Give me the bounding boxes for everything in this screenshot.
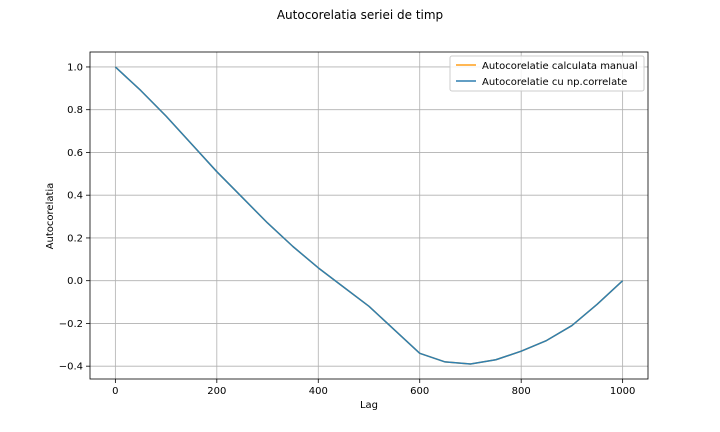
series-lines <box>114 66 624 365</box>
y-tick-label: 0.8 <box>67 105 83 116</box>
legend: Autocorelatie calculata manual Autocorel… <box>449 55 645 92</box>
x-axis-label: Lag <box>360 400 378 411</box>
y-tick-label: 1.0 <box>67 62 83 73</box>
x-tick-label: 0 <box>112 386 118 397</box>
y-tick-label: 0.4 <box>67 191 83 202</box>
y-tick-label: 0.6 <box>67 148 83 159</box>
y-axis-label: Autocorelatia <box>45 183 56 250</box>
x-tick-label: 1000 <box>610 386 635 397</box>
x-tick-label: 400 <box>309 386 328 397</box>
axes: 0 200 400 600 800 1000 1.0 0.8 0.6 0.4 0.2 0.0 −0.2 −… <box>59 51 649 397</box>
legend-label-npcorrelate: Autocorelatie cu np.correlate <box>482 77 627 88</box>
y-tick-label: −0.4 <box>59 362 83 373</box>
plot-frame <box>89 51 649 380</box>
grid-lines <box>90 52 648 379</box>
chart-title: Autocorelatia seriei de timp <box>277 8 443 22</box>
series-line-1 <box>114 66 624 365</box>
x-tick-label: 800 <box>512 386 531 397</box>
x-tick-label: 600 <box>410 386 429 397</box>
legend-box <box>449 55 645 92</box>
x-tick-label: 200 <box>207 386 226 397</box>
legend-label-manual: Autocorelatie calculata manual <box>482 61 638 72</box>
y-tick-label: 0.2 <box>67 233 83 244</box>
series-line-0 <box>114 66 624 365</box>
y-tick-label: 0.0 <box>67 276 83 287</box>
y-tick-label: −0.2 <box>59 319 83 330</box>
